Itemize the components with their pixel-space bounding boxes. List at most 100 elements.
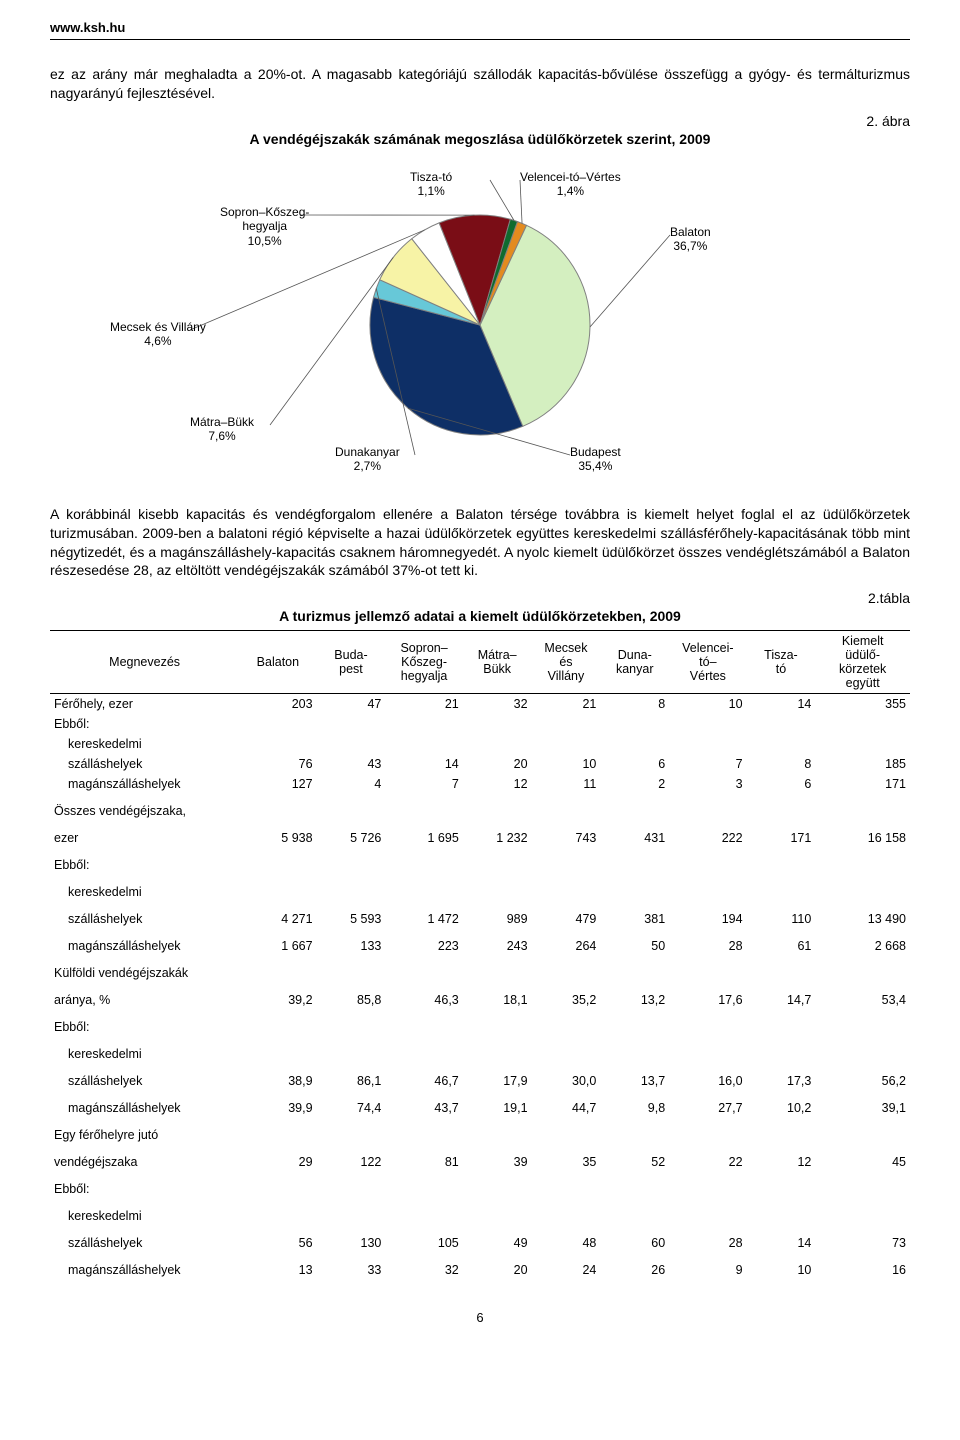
page-number: 6 — [50, 1310, 910, 1325]
cell — [532, 848, 601, 875]
cell — [600, 794, 669, 821]
row-label: magánszálláshelyek — [50, 1091, 239, 1118]
page-header-url: www.ksh.hu — [50, 20, 910, 40]
leader-line — [590, 235, 670, 327]
table-row: aránya, %39,285,846,318,135,213,217,614,… — [50, 983, 910, 1010]
cell — [463, 875, 532, 902]
cell — [669, 1010, 746, 1037]
pie-chart: Balaton36,7%Budapest35,4%Dunakanyar2,7%M… — [50, 155, 910, 495]
cell: 26 — [600, 1253, 669, 1280]
table-row: kereskedelmi — [50, 734, 910, 754]
cell — [747, 1172, 816, 1199]
cell: 20 — [463, 1253, 532, 1280]
cell: 45 — [815, 1145, 910, 1172]
cell — [747, 734, 816, 754]
cell — [463, 1118, 532, 1145]
cell — [600, 848, 669, 875]
cell — [532, 1118, 601, 1145]
cell: 56,2 — [815, 1064, 910, 1091]
cell — [669, 1199, 746, 1226]
cell: 10,2 — [747, 1091, 816, 1118]
cell: 222 — [669, 821, 746, 848]
cell — [385, 734, 462, 754]
cell: 5 593 — [317, 902, 386, 929]
cell: 17,9 — [463, 1064, 532, 1091]
cell: 21 — [385, 694, 462, 715]
cell: 13,2 — [600, 983, 669, 1010]
cell: 81 — [385, 1145, 462, 1172]
cell — [600, 1037, 669, 1064]
cell: 8 — [600, 694, 669, 715]
cell — [239, 875, 316, 902]
row-label: Egy férőhelyre jutó — [50, 1118, 239, 1145]
cell: 53,4 — [815, 983, 910, 1010]
table-row: Ebből: — [50, 1172, 910, 1199]
cell: 194 — [669, 902, 746, 929]
cell — [463, 1010, 532, 1037]
cell: 32 — [463, 694, 532, 715]
cell: 17,3 — [747, 1064, 816, 1091]
row-label: Ebből: — [50, 1010, 239, 1037]
cell: 39,2 — [239, 983, 316, 1010]
cell: 9 — [669, 1253, 746, 1280]
cell — [532, 714, 601, 734]
cell — [747, 1037, 816, 1064]
table-row: vendégéjszaka2912281393552221245 — [50, 1145, 910, 1172]
cell: 29 — [239, 1145, 316, 1172]
cell: 39,1 — [815, 1091, 910, 1118]
row-label: szálláshelyek — [50, 1226, 239, 1253]
cell: 86,1 — [317, 1064, 386, 1091]
cell: 243 — [463, 929, 532, 956]
cell — [600, 1199, 669, 1226]
pie-label-balaton: Balaton36,7% — [670, 225, 711, 254]
cell: 13 — [239, 1253, 316, 1280]
col-header: MecsekésVillány — [532, 631, 601, 694]
cell — [669, 875, 746, 902]
cell: 2 — [600, 774, 669, 794]
cell: 5 938 — [239, 821, 316, 848]
pie-label-tisza-t-: Tisza-tó1,1% — [410, 170, 452, 199]
row-label: Ebből: — [50, 848, 239, 875]
table-row: szálláshelyek4 2715 5931 472989479381194… — [50, 902, 910, 929]
cell: 19,1 — [463, 1091, 532, 1118]
cell — [815, 956, 910, 983]
cell: 16 158 — [815, 821, 910, 848]
cell: 989 — [463, 902, 532, 929]
cell: 6 — [600, 754, 669, 774]
cell — [239, 1172, 316, 1199]
cell: 4 — [317, 774, 386, 794]
cell — [815, 1199, 910, 1226]
pie-label-mecsek-s-vill-ny: Mecsek és Villány4,6% — [110, 320, 206, 349]
cell — [747, 1199, 816, 1226]
cell — [239, 956, 316, 983]
cell: 1 232 — [463, 821, 532, 848]
cell — [532, 1010, 601, 1037]
cell: 12 — [747, 1145, 816, 1172]
col-header: Duna-kanyar — [600, 631, 669, 694]
row-label: kereskedelmi — [50, 875, 239, 902]
cell: 12 — [463, 774, 532, 794]
row-label: ezer — [50, 821, 239, 848]
cell: 76 — [239, 754, 316, 774]
cell: 56 — [239, 1226, 316, 1253]
cell — [317, 1172, 386, 1199]
cell — [317, 1010, 386, 1037]
cell — [239, 714, 316, 734]
col-header: Mátra–Bükk — [463, 631, 532, 694]
table-row: kereskedelmi — [50, 1037, 910, 1064]
cell — [669, 956, 746, 983]
cell: 13,7 — [600, 1064, 669, 1091]
cell: 39,9 — [239, 1091, 316, 1118]
cell — [600, 714, 669, 734]
chart-caption: 2. ábra — [50, 113, 910, 129]
cell — [463, 1199, 532, 1226]
cell — [385, 1010, 462, 1037]
pie-label-sopron-k-szeg-hegyalja: Sopron–Kőszeg-hegyalja10,5% — [220, 205, 309, 248]
cell: 20 — [463, 754, 532, 774]
row-label: vendégéjszaka — [50, 1145, 239, 1172]
cell — [239, 1199, 316, 1226]
cell — [385, 956, 462, 983]
cell: 110 — [747, 902, 816, 929]
cell: 1 667 — [239, 929, 316, 956]
cell — [385, 1172, 462, 1199]
